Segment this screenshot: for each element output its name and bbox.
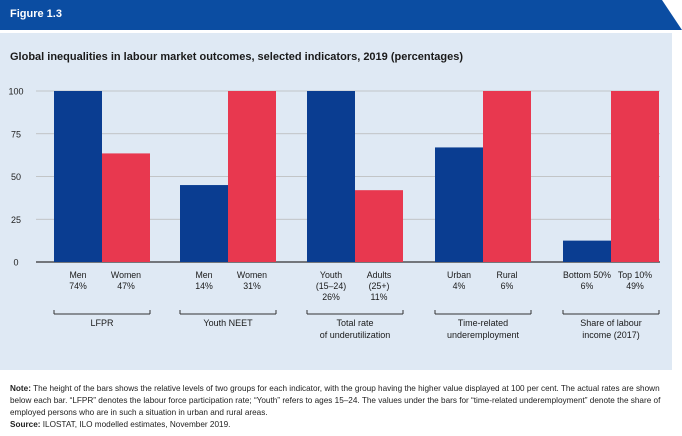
bar-category-label: (15–24) <box>316 281 346 291</box>
bar-category-label: Women <box>111 270 141 280</box>
group-name-label: of underutilization <box>320 330 391 340</box>
source-text: ILOSTAT, ILO modelled estimates, Novembe… <box>42 420 231 429</box>
bar-category-label: Men <box>195 270 212 280</box>
group-name-label: underemployment <box>447 330 520 340</box>
group-name-label: Total rate <box>336 318 373 328</box>
bar-secondary <box>611 91 659 262</box>
bar-chart: 0255075100Men74%Women47%LFPRMen14%Women3… <box>8 87 660 340</box>
y-tick-label: 50 <box>11 172 21 182</box>
bar-secondary <box>355 190 403 262</box>
figure-label: Figure 1.3 <box>10 8 62 20</box>
bar-rate-label: 31% <box>243 281 261 291</box>
chart-title: Global inequalities in labour market out… <box>10 51 463 63</box>
bar-category-label: Adults <box>367 270 392 280</box>
bar-category-label: Urban <box>447 270 471 280</box>
bar-rate-label: 14% <box>195 281 213 291</box>
source-label: Source: <box>10 420 41 429</box>
note-label: Note: <box>10 384 31 393</box>
y-tick-label: 100 <box>8 87 23 97</box>
group-name-label: Time-related <box>458 318 508 328</box>
bar-primary <box>563 240 611 262</box>
bar-secondary <box>483 91 531 262</box>
bar-rate-label: 11% <box>371 292 388 302</box>
bar-category-label: Men <box>69 270 86 280</box>
bar-category-label: (25+) <box>369 281 390 291</box>
bar-primary <box>54 91 102 262</box>
bar-rate-label: 47% <box>117 281 135 291</box>
bar-primary <box>435 147 483 262</box>
bar-primary <box>180 185 228 262</box>
group-name-label: LFPR <box>90 318 114 328</box>
source-paragraph: Source: ILOSTAT, ILO modelled estimates,… <box>10 419 670 431</box>
group-name-label: income (2017) <box>582 330 640 340</box>
y-tick-label: 0 <box>13 258 18 268</box>
bar-rate-label: 6% <box>581 281 594 291</box>
bar-category-label: Top 10% <box>618 270 652 280</box>
y-tick-label: 75 <box>11 129 21 139</box>
bar-rate-label: 74% <box>69 281 87 291</box>
group-name-label: Share of labour <box>580 318 642 328</box>
notes-block: Note: The height of the bars shows the r… <box>10 383 670 431</box>
bar-category-label: Women <box>237 270 267 280</box>
bar-primary <box>307 91 355 262</box>
bar-category-label: Rural <box>496 270 517 280</box>
bar-category-label: Bottom 50% <box>563 270 611 280</box>
bar-rate-label: 26% <box>322 292 340 302</box>
bar-rate-label: 6% <box>501 281 514 291</box>
y-tick-label: 25 <box>11 215 21 225</box>
note-text: The height of the bars shows the relativ… <box>10 384 661 417</box>
bar-rate-label: 4% <box>453 281 466 291</box>
bar-secondary <box>228 91 276 262</box>
bar-rate-label: 49% <box>626 281 644 291</box>
bar-secondary <box>102 153 150 262</box>
note-paragraph: Note: The height of the bars shows the r… <box>10 383 670 419</box>
bar-category-label: Youth <box>320 270 342 280</box>
group-name-label: Youth NEET <box>203 318 253 328</box>
figure-banner <box>0 0 682 30</box>
